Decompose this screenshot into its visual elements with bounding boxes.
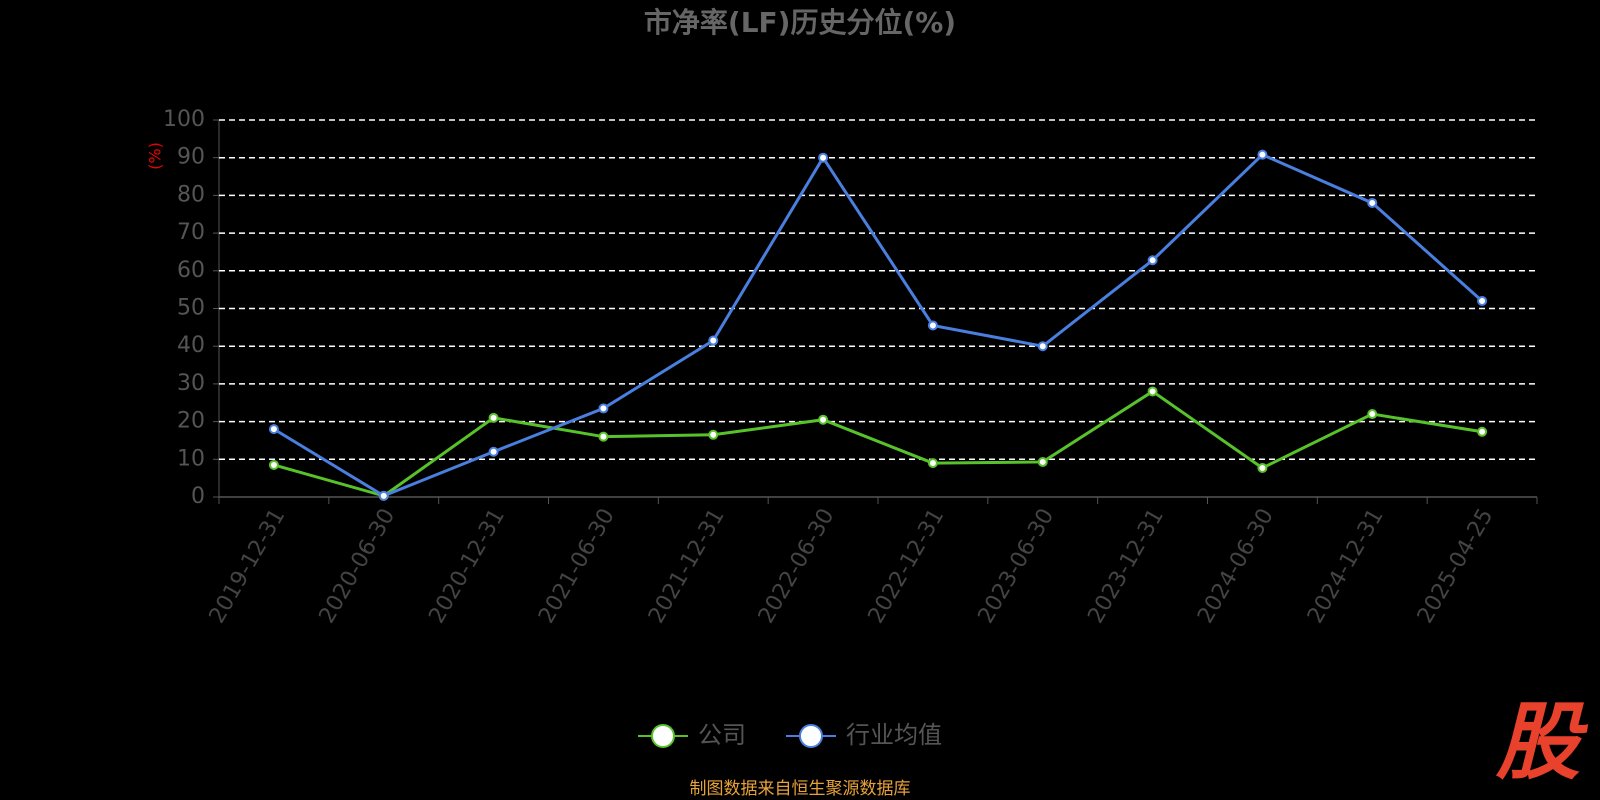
legend-marker — [799, 724, 823, 748]
y-axis-label: (%) — [146, 142, 165, 170]
data-point — [1257, 149, 1268, 160]
y-tick-label: 40 — [177, 333, 205, 358]
y-tick-label: 90 — [177, 145, 205, 170]
source-note: 制图数据来自恒生聚源数据库 — [690, 779, 911, 799]
watermark: 股 — [1495, 693, 1589, 791]
data-point — [268, 424, 279, 435]
data-point — [1037, 456, 1048, 467]
data-point — [1037, 341, 1048, 352]
data-point — [1367, 409, 1378, 420]
data-point — [598, 431, 609, 442]
data-point — [1367, 197, 1378, 208]
data-point — [488, 412, 499, 423]
data-point — [1257, 462, 1268, 473]
data-point — [708, 429, 719, 440]
series-line — [273, 152, 1484, 498]
y-tick-label: 0 — [191, 484, 205, 509]
legend-marker — [651, 724, 675, 748]
data-point — [488, 446, 499, 457]
data-point — [708, 335, 719, 346]
y-tick-label: 70 — [177, 220, 205, 245]
data-point — [1477, 295, 1488, 306]
y-tick-label: 60 — [177, 258, 205, 283]
data-point — [268, 459, 279, 470]
data-point — [927, 458, 938, 469]
legend-item[interactable]: 公司 — [638, 721, 746, 749]
y-tick-label: 30 — [177, 371, 205, 396]
y-tick-label: 80 — [177, 182, 205, 207]
data-point — [927, 320, 938, 331]
y-tick-label: 50 — [177, 296, 205, 321]
data-point — [818, 414, 829, 425]
data-point — [1147, 255, 1158, 266]
data-point — [1477, 426, 1488, 437]
y-tick-label: 10 — [177, 446, 205, 471]
data-point — [1147, 386, 1158, 397]
legend-label: 公司 — [698, 721, 746, 749]
legend-label: 行业均值 — [846, 721, 942, 749]
data-point — [818, 152, 829, 163]
legend-item[interactable]: 行业均值 — [786, 721, 942, 749]
series-line — [273, 389, 1483, 498]
data-point — [598, 403, 609, 414]
chart-title: 市净率(LF)历史分位(%) — [644, 6, 956, 39]
data-point — [378, 490, 389, 501]
y-tick-label: 20 — [177, 409, 205, 434]
y-tick-label: 100 — [163, 107, 205, 132]
